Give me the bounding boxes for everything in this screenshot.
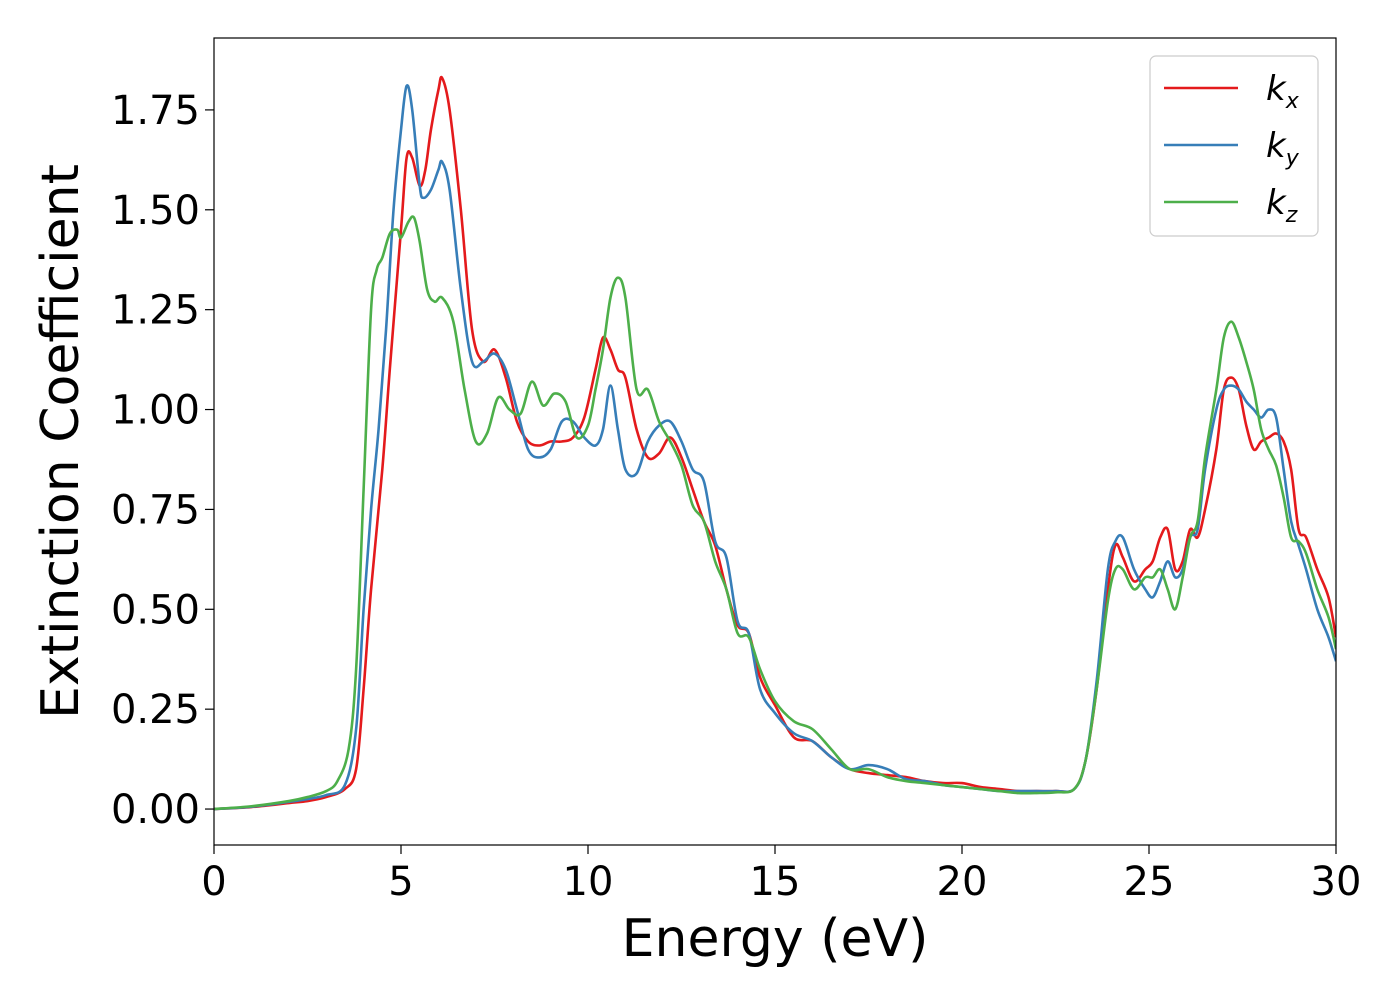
legend-entry-z: kz (1266, 183, 1298, 228)
y-tick-label: 0.50 (111, 587, 200, 633)
y-tick-label: 0.25 (111, 687, 200, 733)
x-tick-label: 5 (388, 859, 413, 905)
series-line-z (214, 215, 1336, 811)
x-tick-label: 30 (1311, 859, 1362, 905)
y-tick-label: 1.50 (111, 188, 200, 234)
legend: kx ky kz (1149, 55, 1319, 237)
legend-entry-x: kx (1266, 69, 1300, 114)
y-tick-label: 1.00 (111, 388, 200, 434)
y-tick-label: 0.75 (111, 487, 200, 533)
y-tick-label: 0.00 (111, 787, 200, 833)
x-tick-label: 0 (201, 859, 226, 905)
legend-entry-y: ky (1266, 126, 1300, 171)
ticks-layer: 0 5 10 15 20 25 30 0.00 0.25 0.50 0.75 1.00 1.25 1.50… (111, 88, 1362, 905)
x-tick-label: 15 (750, 859, 801, 905)
y-tick-label: 1.25 (111, 288, 200, 334)
y-tick-label: 1.75 (111, 88, 200, 134)
plot-frame (213, 37, 1337, 846)
x-tick-label: 25 (1124, 859, 1175, 905)
y-axis-label: Extinction Coefficient (31, 164, 91, 719)
x-tick-label: 20 (937, 859, 988, 905)
x-axis-label: Energy (eV) (622, 909, 929, 969)
x-tick-label: 10 (563, 859, 614, 905)
series-layer (214, 75, 1336, 811)
